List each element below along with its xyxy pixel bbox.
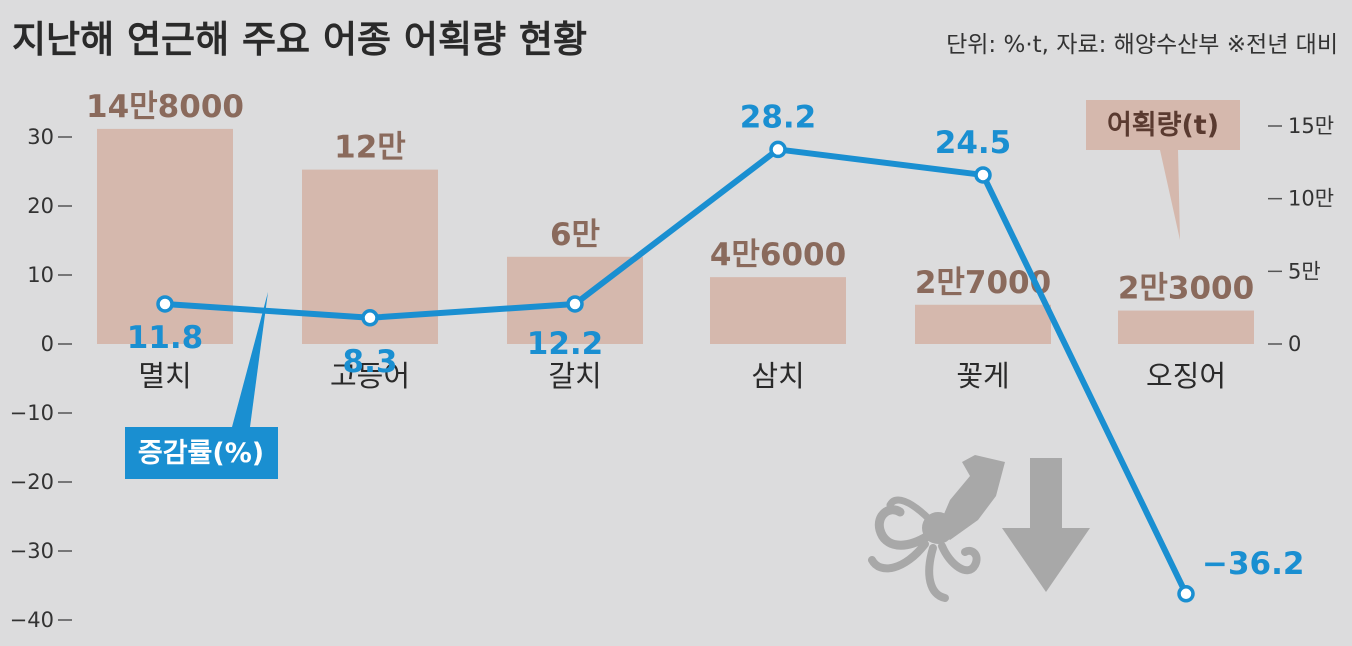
squid-tentacle bbox=[925, 544, 949, 602]
legend-bar: 어획량(t) bbox=[1086, 100, 1240, 240]
rate-value-label: 11.8 bbox=[127, 320, 204, 356]
legend-line-box bbox=[125, 427, 278, 479]
squid-tentacle bbox=[886, 496, 934, 524]
right-tick-label: 5만 bbox=[1288, 259, 1321, 283]
bar bbox=[915, 304, 1051, 344]
rate-line bbox=[164, 146, 1189, 596]
bar bbox=[710, 277, 846, 344]
chart-title: 지난해 연근해 주요 어종 어획량 현황 bbox=[12, 18, 587, 61]
bar bbox=[1118, 310, 1254, 344]
point-labels: 11.8 8.3 12.2 28.2 24.5 −36.2 bbox=[127, 99, 1305, 581]
squid-tentacle bbox=[874, 505, 933, 550]
left-tick-label: −40 bbox=[10, 608, 54, 632]
bar-value-label: 4만6000 bbox=[710, 237, 846, 273]
rate-point bbox=[361, 309, 379, 327]
right-axis: 15만 10만 5만 0 bbox=[1268, 114, 1334, 356]
left-axis: 30 20 10 0 −10 −20 −30 −40 bbox=[10, 125, 72, 632]
legend-bar-label: 어획량(t) bbox=[1107, 110, 1219, 141]
left-tick-label: −10 bbox=[10, 401, 54, 425]
rate-value-label: 12.2 bbox=[527, 326, 604, 362]
legend-line-pointer bbox=[232, 292, 268, 427]
right-tick-label: 10만 bbox=[1288, 187, 1334, 211]
right-tick-label: 15만 bbox=[1288, 114, 1334, 138]
down-arrow-icon bbox=[1002, 458, 1090, 592]
category-labels: 멸치 고등어 갈치 삼치 꽃게 오징어 bbox=[138, 359, 1226, 393]
rate-point bbox=[1177, 585, 1195, 603]
left-tick-label: 0 bbox=[41, 332, 54, 356]
rate-value-label: 8.3 bbox=[343, 344, 398, 380]
line-series bbox=[156, 140, 1195, 603]
category-label: 오징어 bbox=[1146, 359, 1226, 393]
squid-tentacle bbox=[868, 540, 929, 573]
left-tick-label: 20 bbox=[27, 194, 54, 218]
bar-value-label: 12만 bbox=[334, 130, 406, 166]
bar-value-label: 2만3000 bbox=[1118, 271, 1254, 307]
rate-point bbox=[974, 166, 992, 184]
category-label: 삼치 bbox=[751, 359, 804, 393]
right-tick-label: 0 bbox=[1288, 332, 1301, 356]
category-label: 멸치 bbox=[138, 359, 191, 393]
squid-icon bbox=[868, 455, 1005, 602]
bar-value-label: 14만8000 bbox=[86, 89, 244, 125]
squid-tentacle bbox=[938, 542, 981, 575]
category-label: 갈치 bbox=[548, 359, 601, 393]
left-tick-label: −30 bbox=[10, 539, 54, 563]
legend-line-label: 증감률(%) bbox=[138, 438, 264, 469]
category-label: 꽃게 bbox=[956, 359, 1009, 393]
bar-value-label: 6만 bbox=[550, 217, 600, 253]
rate-point bbox=[156, 295, 174, 313]
left-tick-label: −20 bbox=[10, 470, 54, 494]
rate-value-label: 24.5 bbox=[935, 125, 1012, 161]
left-tick-label: 30 bbox=[27, 125, 54, 149]
squid-mantle bbox=[938, 455, 1005, 540]
left-tick-label: 10 bbox=[27, 263, 54, 287]
legend-line: 증감률(%) bbox=[125, 292, 278, 479]
rate-value-label: −36.2 bbox=[1202, 546, 1304, 582]
category-label: 고등어 bbox=[330, 359, 410, 393]
rate-value-label: 28.2 bbox=[740, 99, 817, 135]
rate-point bbox=[769, 140, 787, 159]
rate-point bbox=[566, 295, 584, 313]
legend-bar-box bbox=[1086, 100, 1240, 150]
legend-bar-pointer bbox=[1160, 150, 1180, 240]
unit-note: 단위: %·t, 자료: 해양수산부 ※전년 대비 bbox=[946, 32, 1338, 58]
